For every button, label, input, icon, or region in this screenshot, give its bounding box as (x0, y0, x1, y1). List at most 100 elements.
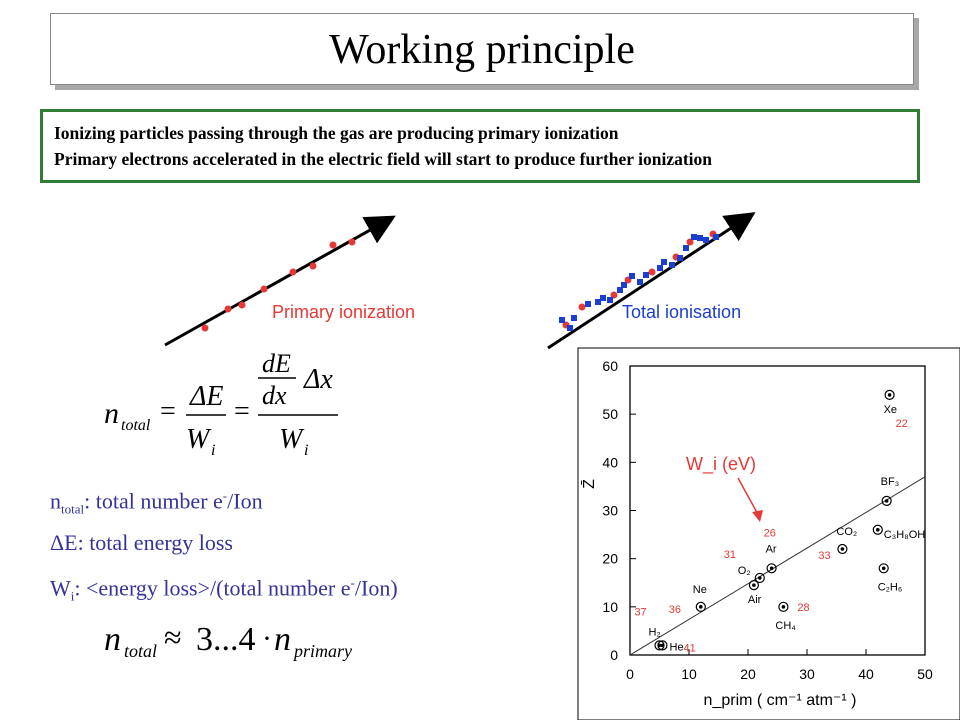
wi-value-label: 37 (634, 606, 646, 618)
data-point-circle (837, 543, 848, 555)
data-point-circle (878, 563, 889, 574)
total-secondary-dot (657, 265, 663, 271)
data-point (881, 566, 886, 571)
svg-text:W: W (279, 424, 305, 455)
fit-line (629, 476, 926, 656)
gas-label: Air (748, 594, 762, 606)
y-tick-label: 10 (602, 599, 618, 615)
gas-label: Ar (766, 543, 777, 555)
total-secondary-dot (617, 287, 623, 293)
wi-value-label: 36 (669, 604, 681, 616)
primary-electron-dot (348, 238, 356, 246)
data-point (840, 547, 845, 551)
total-secondary-dot (643, 272, 649, 278)
gas-label: CH₄ (775, 620, 796, 632)
svg-text:ΔE: ΔE (189, 381, 224, 412)
total-secondary-dot (637, 279, 643, 285)
gas-label: Ne (693, 584, 707, 596)
y-tick-label: 60 (602, 358, 618, 374)
gas-label: O₂ (738, 565, 751, 577)
ntotal-formula: n total = ΔE W i = dE dx Δx W i (104, 349, 338, 459)
wi-value-label: 22 (896, 418, 908, 430)
wi-value-label: 31 (724, 549, 736, 561)
data-point (884, 499, 889, 503)
x-axis-label: n_prim ( cm⁻¹ atm⁻¹ ) (704, 692, 857, 709)
gas-label: C₂H₆ (878, 581, 903, 593)
total-secondary-dot (661, 259, 667, 265)
wi-value-label: 33 (818, 550, 830, 562)
total-secondary-dot (669, 262, 675, 268)
data-point (781, 605, 786, 609)
total-secondary-dot (571, 315, 577, 321)
gas-label: He (670, 641, 684, 653)
svg-text:W: W (186, 424, 212, 455)
gas-label: Xe (884, 404, 897, 416)
y-tick-label: 30 (602, 503, 618, 519)
gas-label: H₂ (648, 626, 660, 638)
wi-value-label: 41 (684, 642, 696, 654)
svg-text:=: = (234, 396, 250, 427)
svg-text:total: total (121, 417, 151, 434)
total-primary-dot (610, 291, 618, 299)
data-point-circle (778, 601, 789, 612)
y-tick-label: 20 (602, 551, 618, 567)
x-tick-label: 40 (858, 666, 874, 682)
info-line-2: Primary electrons accelerated in the ele… (54, 149, 713, 169)
wi-value-label: 28 (797, 602, 809, 614)
svg-text:≈: ≈ (164, 619, 182, 655)
data-point (699, 605, 703, 609)
svg-text:total: total (124, 641, 157, 661)
data-point-circle (881, 495, 892, 506)
svg-text:primary: primary (292, 641, 352, 661)
info-line-1: Ionizing particles passing through the g… (54, 123, 619, 143)
svg-text:n: n (274, 621, 291, 658)
y-tick-label: 40 (602, 454, 618, 470)
total-primary-dot (578, 303, 586, 311)
gas-label: BF₃ (881, 476, 900, 488)
data-point-circle (872, 524, 883, 535)
data-point (887, 393, 892, 397)
definition-ntotal: ntotal: total number e-/Ion (50, 488, 263, 517)
total-label: Total ionisation (622, 302, 741, 322)
total-secondary-dot (621, 282, 627, 288)
primary-electrons (201, 238, 356, 332)
svg-text:i: i (211, 442, 215, 459)
total-secondary-dot (585, 301, 591, 307)
total-secondary-dot (607, 297, 613, 303)
definition-deltae: ΔE: total energy loss (50, 530, 233, 555)
total-secondary-dot (595, 299, 601, 305)
gas-label: C₃H₈OH (884, 529, 925, 541)
y-axis-label: Z̄ (581, 479, 598, 489)
svg-text:·: · (262, 622, 272, 655)
total-primary-dot (648, 268, 656, 276)
svg-text:dE: dE (262, 349, 291, 378)
primary-label: Primary ionization (272, 302, 415, 322)
data-point (752, 583, 756, 587)
data-point-circle (754, 572, 765, 584)
total-secondary-dot (600, 295, 606, 301)
svg-text:n: n (104, 621, 121, 658)
total-primary-dot (686, 238, 694, 246)
total-secondary-dot (713, 234, 719, 240)
definition-wi: Wi: <energy loss>/(total number e-/Ion) (50, 575, 398, 604)
primary-electron-dot (329, 241, 337, 249)
annotation-arrowhead (752, 510, 763, 522)
data-point-circle (884, 389, 895, 400)
wi-value-label: 26 (764, 527, 776, 539)
y-tick-label: 0 (610, 647, 618, 663)
x-tick-label: 10 (681, 666, 697, 682)
data-point (660, 643, 665, 648)
svg-text:i: i (304, 442, 308, 459)
total-secondary-dot (703, 237, 709, 243)
svg-text:n: n (104, 397, 119, 430)
gas-label: CO₂ (836, 526, 857, 538)
slide-title: Working principle (329, 27, 635, 73)
data-point (876, 527, 880, 532)
data-point-circle (695, 601, 706, 612)
data-point-circle (766, 563, 777, 574)
approx-formula: n total ≈ 3...4 · n primary (104, 619, 352, 661)
total-secondary-dot (677, 255, 683, 261)
total-secondary-dot (629, 273, 635, 279)
title-box: Working principle (50, 13, 914, 85)
